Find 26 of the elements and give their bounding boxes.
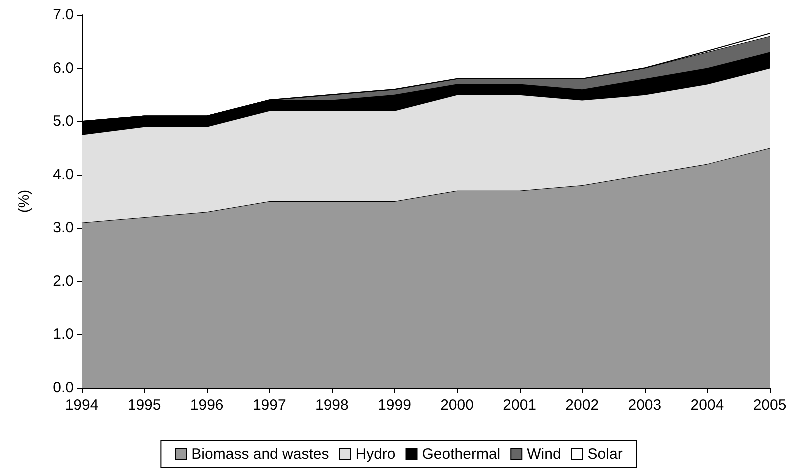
y-tick-label: 0.0 xyxy=(53,380,74,396)
legend-label: Geothermal xyxy=(422,446,501,463)
x-tick-label: 1997 xyxy=(252,397,286,414)
y-tick-label: 5.0 xyxy=(53,113,74,130)
legend-label: Wind xyxy=(527,446,562,463)
x-tick-label: 1994 xyxy=(65,397,99,414)
legend-label: Solar xyxy=(588,446,623,463)
x-tick-label: 2003 xyxy=(628,397,662,414)
x-tick-label: 2000 xyxy=(440,397,474,414)
y-axis-title: (%) xyxy=(16,190,33,214)
y-tick-label: 2.0 xyxy=(53,272,74,290)
x-tick-label: 2004 xyxy=(690,397,724,414)
x-tick-label: 2001 xyxy=(503,397,537,414)
y-tick-label: 6.0 xyxy=(53,60,74,77)
x-tick-label: 2005 xyxy=(753,397,787,414)
y-tick-label: 3.0 xyxy=(53,220,74,237)
x-tick-label: 1998 xyxy=(315,397,349,414)
x-tick-label: 1999 xyxy=(378,397,412,414)
legend-label: Biomass and wastes xyxy=(192,446,330,463)
y-tick-label: 7.0 xyxy=(53,6,74,24)
x-tick-label: 2002 xyxy=(566,397,600,414)
y-tick-label: 1.0 xyxy=(53,326,74,344)
legend-label: Hydro xyxy=(356,446,396,463)
x-tick-label: 1995 xyxy=(128,397,162,414)
x-tick-label: 1996 xyxy=(190,397,224,414)
y-tick-label: 4.0 xyxy=(53,166,74,184)
